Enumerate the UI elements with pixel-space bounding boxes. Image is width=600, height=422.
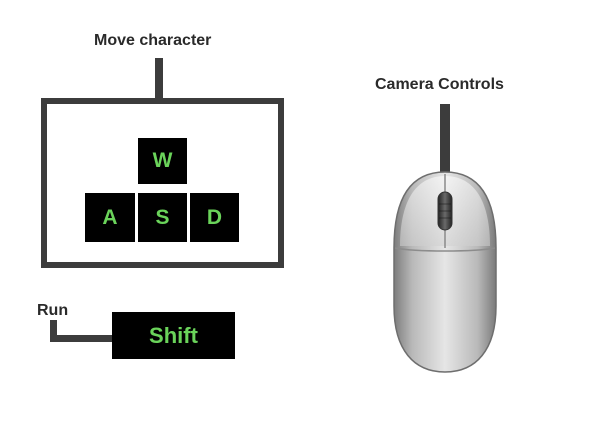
run-connector-vertical [50, 320, 57, 342]
camera-controls-label: Camera Controls [375, 76, 504, 93]
computer-mouse-icon [393, 171, 497, 373]
key-s: S [138, 193, 187, 242]
key-w: W [138, 138, 187, 184]
key-d: D [190, 193, 239, 242]
run-label: Run [37, 302, 69, 319]
run-connector-horizontal [50, 335, 114, 342]
mouse-cable [440, 104, 450, 184]
key-a: A [85, 193, 135, 242]
move-character-label: Move character [94, 32, 212, 49]
move-connector-line [155, 58, 163, 102]
key-shift: Shift [112, 312, 235, 359]
